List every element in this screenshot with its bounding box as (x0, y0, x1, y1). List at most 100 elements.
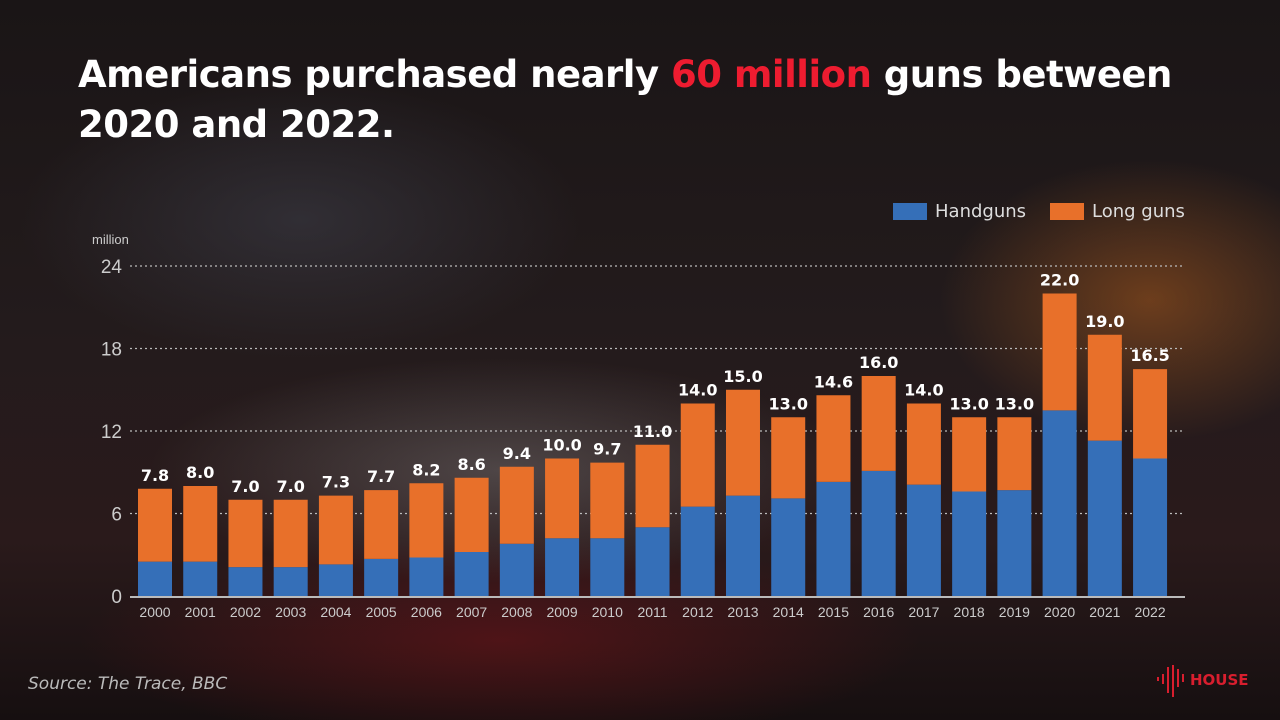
x-tick-label: 2002 (230, 604, 261, 620)
total-label-2014: 13.0 (768, 394, 807, 413)
x-tick-label: 2004 (320, 604, 351, 620)
bar-handguns-2015 (816, 481, 851, 596)
y-axis-unit: million (92, 232, 129, 247)
legend-item-handguns: Handguns (893, 201, 1026, 222)
x-tick-label: 2003 (275, 604, 306, 620)
legend-label: Handguns (935, 201, 1027, 222)
bar-handguns-2005 (364, 558, 399, 596)
bar-long-guns-2004 (318, 495, 353, 565)
y-tick-label: 12 (101, 422, 122, 443)
bar-long-guns-2007 (454, 477, 489, 552)
y-tick-label: 24 (101, 257, 123, 278)
bar-handguns-2007 (454, 552, 489, 596)
logo-text: HOUSE (1190, 671, 1249, 689)
x-tick-label: 2005 (366, 604, 397, 620)
bar-handguns-2006 (409, 557, 444, 596)
bar-handguns-2008 (499, 543, 534, 596)
y-tick-label: 18 (101, 340, 122, 361)
total-label-2002: 7.0 (231, 477, 259, 496)
x-tick-label: 2018 (954, 604, 985, 620)
bar-handguns-2011 (635, 527, 670, 596)
legend-swatch (893, 203, 927, 220)
bar-handguns-2017 (906, 484, 941, 596)
bar-long-guns-2003 (273, 499, 308, 568)
total-label-2013: 15.0 (723, 367, 762, 386)
bar-handguns-2004 (318, 564, 353, 596)
bar-long-guns-2009 (545, 458, 580, 539)
total-label-2006: 8.2 (412, 460, 440, 479)
total-label-2007: 8.6 (457, 455, 485, 474)
bar-handguns-2002 (228, 567, 263, 596)
title-part: Americans purchased nearly (78, 53, 671, 96)
bar-handguns-2018 (952, 491, 987, 596)
bar-long-guns-2010 (590, 462, 625, 539)
bar-long-guns-2015 (816, 395, 851, 482)
total-label-2012: 14.0 (678, 381, 717, 400)
bar-long-guns-2002 (228, 499, 263, 568)
bar-long-guns-2016 (861, 376, 896, 471)
total-label-2022: 16.5 (1130, 346, 1169, 365)
x-tick-label: 2017 (908, 604, 939, 620)
x-tick-label: 2006 (411, 604, 442, 620)
total-label-2018: 13.0 (949, 394, 988, 413)
x-tick-label: 2020 (1044, 604, 1075, 620)
x-tick-label: 2019 (999, 604, 1030, 620)
title-highlight: 60 million (671, 53, 872, 96)
x-tick-label: 2016 (863, 604, 894, 620)
bar-handguns-2020 (1042, 410, 1077, 596)
bar-long-guns-2005 (364, 490, 399, 559)
bar-handguns-2013 (725, 495, 760, 596)
x-tick-label: 2013 (727, 604, 758, 620)
legend-item-long-guns: Long guns (1050, 201, 1185, 222)
bar-long-guns-2013 (725, 389, 760, 496)
bar-handguns-2010 (590, 538, 625, 596)
total-label-2010: 9.7 (593, 440, 621, 459)
bar-long-guns-2022 (1133, 369, 1168, 459)
total-label-2015: 14.6 (814, 372, 853, 391)
legend-label: Long guns (1092, 201, 1185, 222)
x-tick-label: 2007 (456, 604, 487, 620)
bar-long-guns-2012 (680, 403, 715, 507)
bar-handguns-2016 (861, 470, 896, 596)
total-label-2017: 14.0 (904, 381, 943, 400)
chart-title: Americans purchased nearly 60 million gu… (78, 50, 1178, 150)
bar-long-guns-2011 (635, 444, 670, 528)
total-label-2005: 7.7 (367, 467, 395, 486)
total-label-2001: 8.0 (186, 463, 214, 482)
bar-long-guns-2019 (997, 417, 1032, 491)
total-label-2020: 22.0 (1040, 271, 1079, 290)
x-tick-label: 2011 (637, 604, 667, 620)
bar-long-guns-2006 (409, 483, 444, 558)
bar-long-guns-2020 (1042, 293, 1077, 411)
bar-handguns-2000 (138, 561, 172, 596)
total-label-2000: 7.8 (141, 466, 169, 485)
total-label-2003: 7.0 (277, 477, 305, 496)
logo: HOUSE (1155, 663, 1249, 697)
bar-handguns-2021 (1087, 440, 1122, 596)
x-tick-label: 2001 (185, 604, 216, 620)
legend-swatch (1050, 203, 1085, 220)
bar-handguns-2014 (771, 498, 806, 596)
total-label-2008: 9.4 (503, 444, 531, 463)
y-tick-label: 0 (111, 587, 122, 608)
total-label-2016: 16.0 (859, 353, 898, 372)
total-label-2021: 19.0 (1085, 312, 1124, 331)
bar-handguns-2003 (273, 567, 308, 596)
total-label-2004: 7.3 (322, 473, 350, 492)
y-tick-label: 6 (111, 505, 122, 526)
total-label-2009: 10.0 (542, 436, 581, 455)
legend: Handguns Long guns (893, 201, 1185, 222)
bar-handguns-2009 (545, 538, 580, 596)
bar-handguns-2001 (183, 561, 218, 596)
source-note: Source: The Trace, BBC (28, 674, 228, 694)
bar-handguns-2019 (997, 490, 1032, 596)
bar-long-guns-2018 (952, 417, 987, 492)
bar-long-guns-2008 (499, 466, 534, 544)
total-label-2011: 11.0 (633, 422, 672, 441)
x-tick-label: 2000 (139, 604, 170, 620)
bar-handguns-2022 (1133, 458, 1168, 596)
bar-long-guns-2014 (771, 417, 806, 499)
total-label-2019: 13.0 (995, 394, 1034, 413)
title-part: guns between 2020 and 2022. (78, 53, 1172, 146)
